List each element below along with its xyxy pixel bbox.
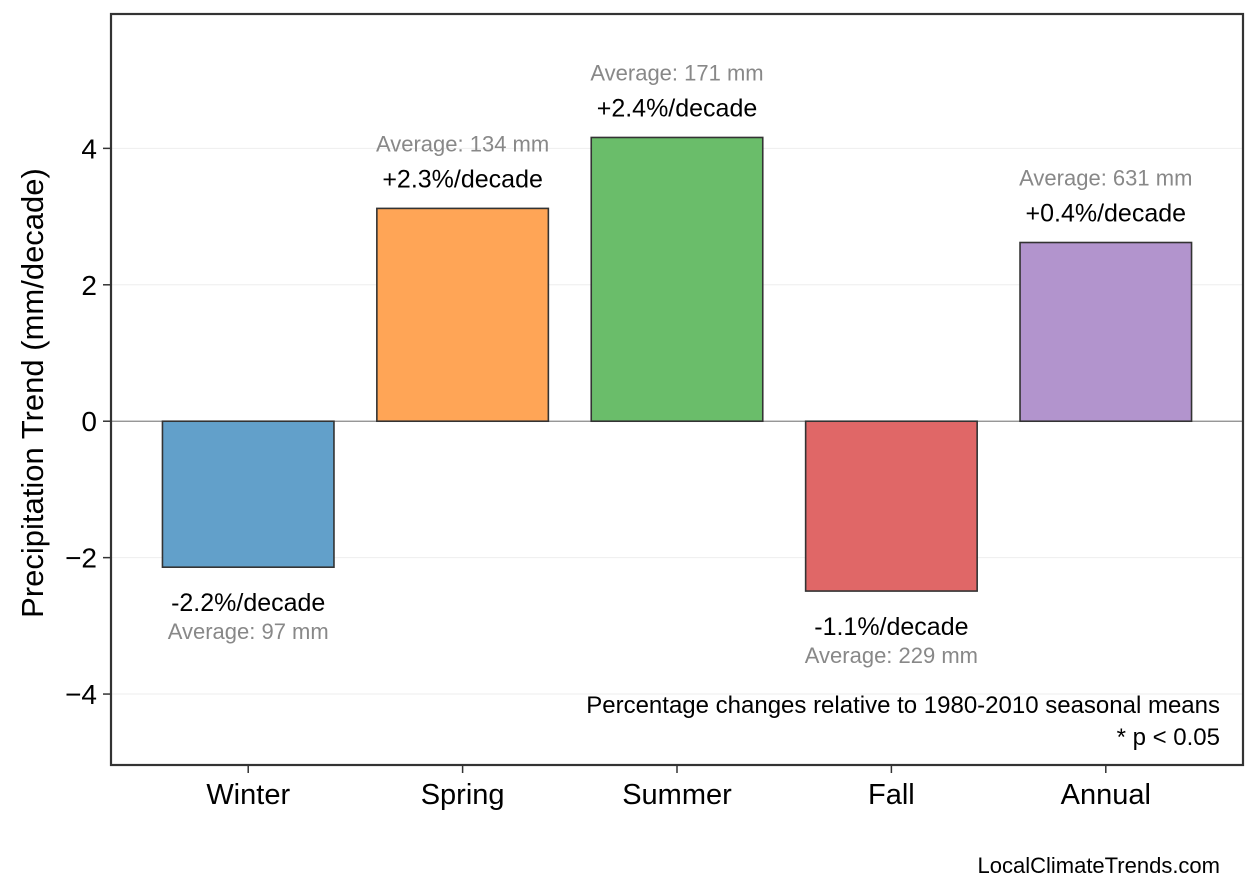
bar-winter: [161, 420, 335, 568]
x-tick-label: Fall: [868, 779, 915, 811]
x-axis-ticks: Winter Spring Summer Fall Annual: [206, 765, 1151, 811]
x-tick-label: Winter: [206, 779, 290, 811]
x-tick-label: Spring: [421, 779, 505, 811]
average-label: Average: 171 mm: [590, 60, 763, 85]
average-label: Average: 97 mm: [168, 619, 329, 644]
y-tick-label: 0: [81, 406, 97, 437]
bar-summer: [590, 136, 764, 423]
bars: [161, 136, 1193, 592]
percent-label: -2.2%/decade: [171, 589, 325, 617]
percent-label: -1.1%/decade: [814, 613, 968, 641]
percent-label: +2.3%/decade: [382, 165, 543, 193]
average-label: Average: 631 mm: [1019, 166, 1192, 191]
annotation-line-2: * p < 0.05: [1117, 724, 1220, 751]
bar-spring: [376, 207, 550, 423]
y-axis-label: Precipitation Trend (mm/decade): [15, 168, 50, 618]
bar-annual: [1019, 241, 1193, 423]
annotation-line-1: Percentage changes relative to 1980-2010…: [586, 692, 1220, 719]
percent-label: +2.4%/decade: [597, 94, 758, 122]
percent-label: +0.4%/decade: [1026, 200, 1187, 228]
footer-source: LocalClimateTrends.com: [978, 853, 1221, 878]
average-label: Average: 134 mm: [376, 131, 549, 156]
bar-fall: [804, 420, 978, 592]
y-tick-label: −4: [65, 679, 97, 710]
x-tick-label: Annual: [1061, 779, 1151, 811]
y-tick-label: 4: [81, 133, 97, 164]
y-tick-label: −2: [65, 543, 97, 574]
y-tick-label: 2: [81, 270, 97, 301]
average-label: Average: 229 mm: [805, 643, 978, 668]
x-tick-label: Summer: [622, 779, 732, 811]
y-axis-ticks: −4 −2 0 2 4: [65, 133, 111, 710]
